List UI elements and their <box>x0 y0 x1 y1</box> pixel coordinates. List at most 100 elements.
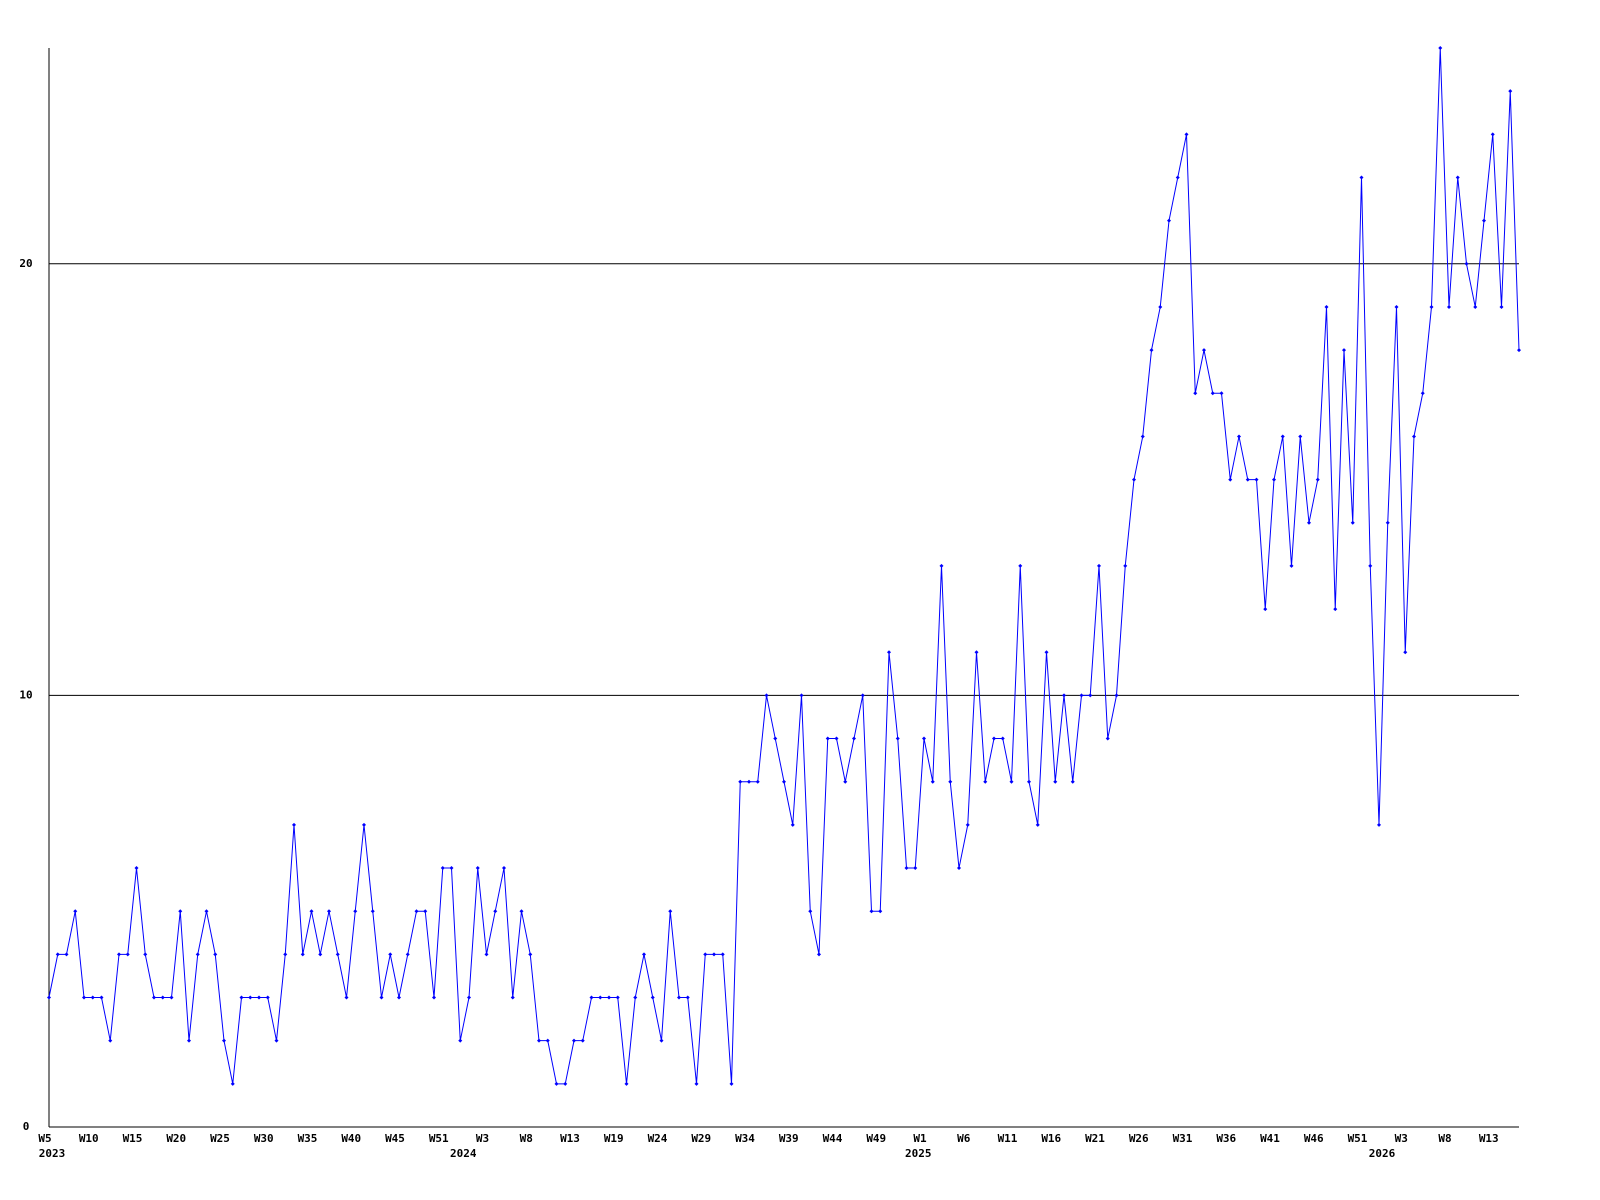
point-marker <box>414 909 419 914</box>
point-marker <box>650 995 655 1000</box>
x-tick-label: W24 <box>648 1132 668 1145</box>
point-marker <box>502 866 506 871</box>
point-marker <box>642 952 646 957</box>
point-marker <box>1149 348 1154 353</box>
point-marker <box>1315 477 1320 482</box>
point-marker <box>405 952 410 957</box>
point-marker <box>169 995 174 1000</box>
point-marker <box>1193 391 1198 396</box>
point-marker <box>624 1081 629 1086</box>
point-marker <box>300 952 305 957</box>
point-marker <box>379 995 384 1000</box>
point-marker <box>283 952 288 957</box>
point-marker <box>1508 89 1513 94</box>
point-marker <box>125 952 130 957</box>
point-marker <box>720 952 725 957</box>
point-marker <box>528 952 533 957</box>
x-tick-label: W1 <box>913 1132 927 1145</box>
x-tick-label: W11 <box>998 1132 1018 1145</box>
point-marker <box>484 952 489 957</box>
x-tick-label: W40 <box>341 1132 361 1145</box>
point-marker <box>957 866 961 871</box>
point-marker <box>694 1081 699 1086</box>
point-marker <box>134 866 139 871</box>
x-tick-label: W31 <box>1173 1132 1193 1145</box>
point-marker <box>90 995 95 1000</box>
point-marker <box>948 779 953 784</box>
point-marker <box>1105 736 1110 741</box>
point-marker <box>974 650 979 655</box>
point-marker <box>458 1038 463 1043</box>
point-marker <box>1018 563 1023 568</box>
point-marker <box>440 866 445 871</box>
point-marker <box>930 779 935 784</box>
point-marker <box>423 909 428 914</box>
point-marker <box>370 909 375 914</box>
x-tick-label: W25 <box>210 1132 230 1145</box>
point-marker <box>580 1038 585 1043</box>
point-marker <box>887 650 891 655</box>
point-marker <box>1088 693 1093 698</box>
series-line <box>48 47 1520 1085</box>
point-marker <box>1455 175 1460 180</box>
x-tick-label: W16 <box>1041 1132 1061 1145</box>
point-marker <box>1263 607 1268 612</box>
point-marker <box>47 995 51 1000</box>
point-marker <box>703 952 708 957</box>
point-marker <box>1062 693 1066 698</box>
point-marker <box>230 1081 235 1086</box>
point-marker <box>318 952 323 957</box>
point-marker <box>1000 736 1005 741</box>
x-tick-label: W13 <box>1479 1132 1499 1145</box>
x-tick-label: W10 <box>79 1132 99 1145</box>
point-marker <box>729 1081 734 1086</box>
point-marker <box>1167 218 1171 223</box>
point-marker <box>1184 132 1189 137</box>
point-marker <box>55 952 60 957</box>
point-marker <box>1289 563 1294 568</box>
point-marker <box>764 693 769 698</box>
point-marker <box>1079 693 1084 698</box>
point-marker <box>817 952 821 957</box>
point-marker <box>782 779 786 784</box>
point-marker <box>1473 304 1478 309</box>
point-marker <box>152 995 156 1000</box>
point-marker <box>73 909 78 914</box>
x-tick-label: W6 <box>957 1132 971 1145</box>
x-tick-label: W20 <box>166 1132 186 1145</box>
point-marker <box>1403 650 1408 655</box>
point-marker <box>1210 391 1215 396</box>
point-marker <box>265 995 270 1000</box>
point-marker <box>904 866 909 871</box>
x-tick-label: W44 <box>823 1132 843 1145</box>
point-marker <box>843 779 848 784</box>
point-marker <box>554 1081 559 1086</box>
point-marker <box>1219 391 1224 396</box>
point-marker <box>922 736 926 741</box>
point-marker <box>187 1038 191 1043</box>
point-marker <box>799 693 804 698</box>
point-marker <box>353 909 358 914</box>
point-marker <box>1333 607 1338 612</box>
x-tick-label: W15 <box>123 1132 143 1145</box>
point-marker <box>1228 477 1233 482</box>
point-marker <box>362 822 366 827</box>
point-marker <box>939 563 944 568</box>
point-marker <box>1254 477 1259 482</box>
point-marker <box>467 995 471 1000</box>
point-marker <box>1342 348 1346 353</box>
point-marker <box>1035 822 1040 827</box>
point-marker <box>537 1038 541 1043</box>
point-marker <box>1324 304 1329 309</box>
point-marker <box>475 866 480 871</box>
point-marker <box>99 995 104 1000</box>
point-marker <box>738 779 743 784</box>
point-marker <box>1412 434 1416 439</box>
point-marker <box>82 995 86 1000</box>
point-marker <box>239 995 244 1000</box>
point-marker <box>335 952 340 957</box>
point-marker <box>913 866 918 871</box>
point-marker <box>1307 520 1311 525</box>
point-marker <box>493 909 498 914</box>
